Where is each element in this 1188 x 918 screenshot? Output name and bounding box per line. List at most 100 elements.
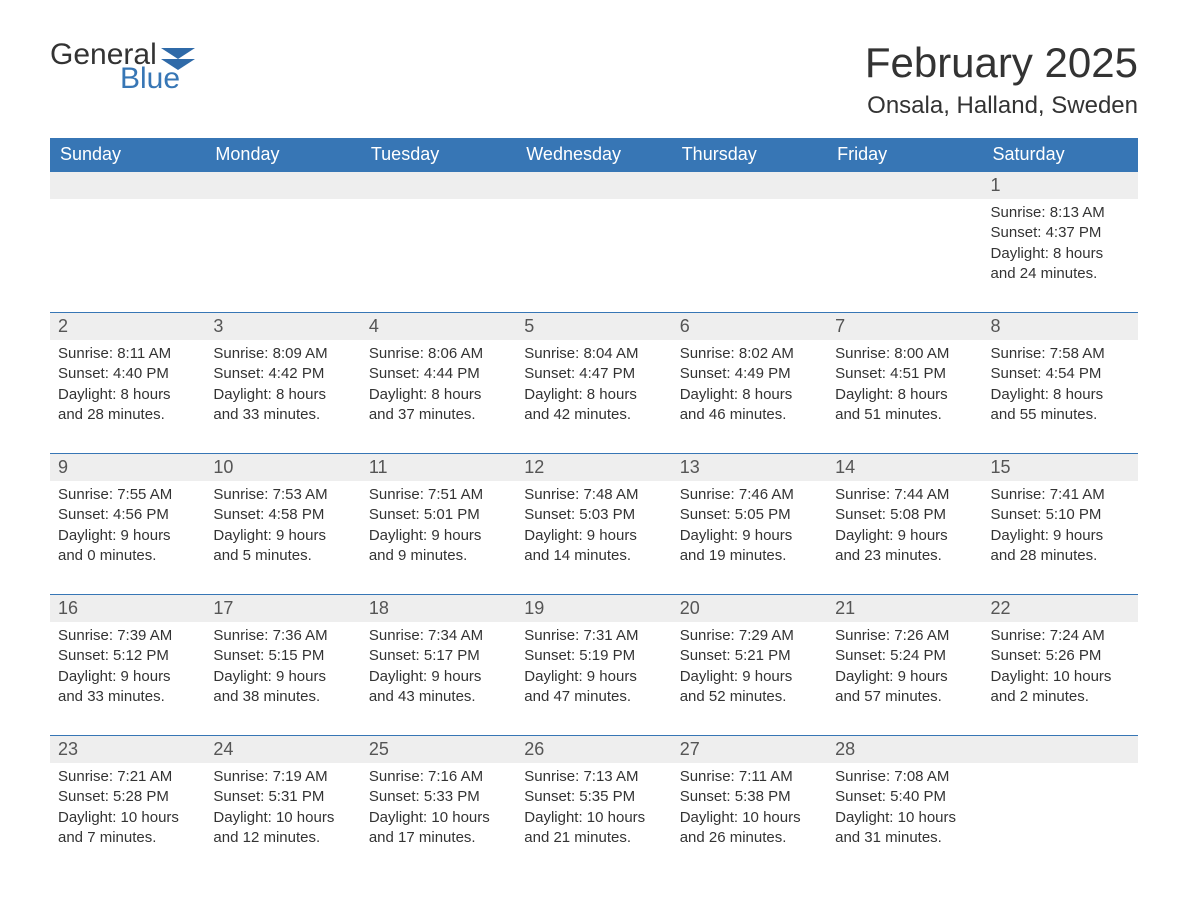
sunset-line: Sunset: 4:42 PM [213, 364, 352, 384]
sunset-line: Sunset: 5:26 PM [991, 646, 1130, 666]
day-number: 4 [361, 313, 516, 340]
sunrise-line: Sunrise: 7:26 AM [835, 626, 974, 646]
day-number: 15 [983, 454, 1138, 481]
daylight-line: Daylight: 9 hours and 19 minutes. [680, 526, 819, 567]
day-number: 18 [361, 595, 516, 622]
sunrise-line: Sunrise: 7:44 AM [835, 485, 974, 505]
daylight-line: Daylight: 10 hours and 17 minutes. [369, 808, 508, 849]
daylight-line: Daylight: 9 hours and 43 minutes. [369, 667, 508, 708]
day-number: 20 [672, 595, 827, 622]
calendar-cell: 21Sunrise: 7:26 AMSunset: 5:24 PMDayligh… [827, 595, 982, 736]
day-number-empty [516, 172, 671, 199]
daylight-line: Daylight: 8 hours and 51 minutes. [835, 385, 974, 426]
calendar-cell: 27Sunrise: 7:11 AMSunset: 5:38 PMDayligh… [672, 736, 827, 877]
day-body: Sunrise: 7:29 AMSunset: 5:21 PMDaylight:… [672, 622, 827, 735]
calendar-cell: 10Sunrise: 7:53 AMSunset: 4:58 PMDayligh… [205, 454, 360, 595]
sunset-line: Sunset: 4:44 PM [369, 364, 508, 384]
weekday-header: Wednesday [516, 138, 671, 172]
calendar-cell: 24Sunrise: 7:19 AMSunset: 5:31 PMDayligh… [205, 736, 360, 877]
location-subtitle: Onsala, Halland, Sweden [865, 92, 1138, 120]
day-body-empty [827, 199, 982, 251]
day-body: Sunrise: 7:51 AMSunset: 5:01 PMDaylight:… [361, 481, 516, 594]
day-body: Sunrise: 7:58 AMSunset: 4:54 PMDaylight:… [983, 340, 1138, 453]
day-body: Sunrise: 7:46 AMSunset: 5:05 PMDaylight:… [672, 481, 827, 594]
day-number: 13 [672, 454, 827, 481]
calendar-cell: 9Sunrise: 7:55 AMSunset: 4:56 PMDaylight… [50, 454, 205, 595]
daylight-line: Daylight: 8 hours and 37 minutes. [369, 385, 508, 426]
sunrise-line: Sunrise: 7:16 AM [369, 767, 508, 787]
sunset-line: Sunset: 5:03 PM [524, 505, 663, 525]
day-body: Sunrise: 7:13 AMSunset: 5:35 PMDaylight:… [516, 763, 671, 876]
day-body: Sunrise: 7:34 AMSunset: 5:17 PMDaylight:… [361, 622, 516, 735]
day-number: 21 [827, 595, 982, 622]
sunrise-line: Sunrise: 7:31 AM [524, 626, 663, 646]
day-body: Sunrise: 7:11 AMSunset: 5:38 PMDaylight:… [672, 763, 827, 876]
calendar-week-row: 1Sunrise: 8:13 AMSunset: 4:37 PMDaylight… [50, 172, 1138, 313]
calendar-week-row: 9Sunrise: 7:55 AMSunset: 4:56 PMDaylight… [50, 454, 1138, 595]
calendar-cell: 6Sunrise: 8:02 AMSunset: 4:49 PMDaylight… [672, 313, 827, 454]
daylight-line: Daylight: 8 hours and 33 minutes. [213, 385, 352, 426]
sunset-line: Sunset: 5:38 PM [680, 787, 819, 807]
sunset-line: Sunset: 4:51 PM [835, 364, 974, 384]
calendar-cell: 23Sunrise: 7:21 AMSunset: 5:28 PMDayligh… [50, 736, 205, 877]
sunset-line: Sunset: 5:15 PM [213, 646, 352, 666]
day-number: 6 [672, 313, 827, 340]
day-body-empty [205, 199, 360, 251]
day-number: 8 [983, 313, 1138, 340]
calendar-cell: 20Sunrise: 7:29 AMSunset: 5:21 PMDayligh… [672, 595, 827, 736]
logo-flag-icon [161, 48, 195, 70]
day-number-empty [983, 736, 1138, 763]
day-body-empty [361, 199, 516, 251]
daylight-line: Daylight: 9 hours and 5 minutes. [213, 526, 352, 567]
daylight-line: Daylight: 10 hours and 21 minutes. [524, 808, 663, 849]
sunrise-line: Sunrise: 7:48 AM [524, 485, 663, 505]
calendar-week-row: 2Sunrise: 8:11 AMSunset: 4:40 PMDaylight… [50, 313, 1138, 454]
calendar-table: Sunday Monday Tuesday Wednesday Thursday… [50, 138, 1138, 876]
day-body: Sunrise: 7:08 AMSunset: 5:40 PMDaylight:… [827, 763, 982, 876]
day-body-empty [50, 199, 205, 251]
sunrise-line: Sunrise: 8:00 AM [835, 344, 974, 364]
calendar-cell: 3Sunrise: 8:09 AMSunset: 4:42 PMDaylight… [205, 313, 360, 454]
sunset-line: Sunset: 4:40 PM [58, 364, 197, 384]
day-body: Sunrise: 8:02 AMSunset: 4:49 PMDaylight:… [672, 340, 827, 453]
daylight-line: Daylight: 9 hours and 14 minutes. [524, 526, 663, 567]
daylight-line: Daylight: 9 hours and 38 minutes. [213, 667, 352, 708]
sunrise-line: Sunrise: 7:34 AM [369, 626, 508, 646]
calendar-week-row: 23Sunrise: 7:21 AMSunset: 5:28 PMDayligh… [50, 736, 1138, 877]
day-body: Sunrise: 8:00 AMSunset: 4:51 PMDaylight:… [827, 340, 982, 453]
calendar-cell: 15Sunrise: 7:41 AMSunset: 5:10 PMDayligh… [983, 454, 1138, 595]
sunset-line: Sunset: 5:05 PM [680, 505, 819, 525]
calendar-cell: 7Sunrise: 8:00 AMSunset: 4:51 PMDaylight… [827, 313, 982, 454]
day-body: Sunrise: 7:24 AMSunset: 5:26 PMDaylight:… [983, 622, 1138, 735]
day-number-empty [827, 172, 982, 199]
daylight-line: Daylight: 9 hours and 33 minutes. [58, 667, 197, 708]
day-body: Sunrise: 7:36 AMSunset: 5:15 PMDaylight:… [205, 622, 360, 735]
sunrise-line: Sunrise: 7:11 AM [680, 767, 819, 787]
calendar-cell [361, 172, 516, 313]
day-body: Sunrise: 7:44 AMSunset: 5:08 PMDaylight:… [827, 481, 982, 594]
sunrise-line: Sunrise: 7:19 AM [213, 767, 352, 787]
day-body: Sunrise: 7:41 AMSunset: 5:10 PMDaylight:… [983, 481, 1138, 594]
day-number: 17 [205, 595, 360, 622]
daylight-line: Daylight: 8 hours and 24 minutes. [991, 244, 1130, 285]
sunset-line: Sunset: 5:31 PM [213, 787, 352, 807]
sunset-line: Sunset: 4:47 PM [524, 364, 663, 384]
day-number-empty [50, 172, 205, 199]
sunset-line: Sunset: 4:56 PM [58, 505, 197, 525]
daylight-line: Daylight: 9 hours and 52 minutes. [680, 667, 819, 708]
calendar-cell: 2Sunrise: 8:11 AMSunset: 4:40 PMDaylight… [50, 313, 205, 454]
calendar-cell: 5Sunrise: 8:04 AMSunset: 4:47 PMDaylight… [516, 313, 671, 454]
sunrise-line: Sunrise: 7:58 AM [991, 344, 1130, 364]
weekday-header-row: Sunday Monday Tuesday Wednesday Thursday… [50, 138, 1138, 172]
daylight-line: Daylight: 9 hours and 28 minutes. [991, 526, 1130, 567]
weekday-header: Monday [205, 138, 360, 172]
sunrise-line: Sunrise: 8:11 AM [58, 344, 197, 364]
sunset-line: Sunset: 5:40 PM [835, 787, 974, 807]
sunrise-line: Sunrise: 7:36 AM [213, 626, 352, 646]
day-body: Sunrise: 8:06 AMSunset: 4:44 PMDaylight:… [361, 340, 516, 453]
daylight-line: Daylight: 9 hours and 57 minutes. [835, 667, 974, 708]
day-number: 22 [983, 595, 1138, 622]
calendar-cell [205, 172, 360, 313]
day-body: Sunrise: 8:13 AMSunset: 4:37 PMDaylight:… [983, 199, 1138, 312]
day-body-empty [516, 199, 671, 251]
